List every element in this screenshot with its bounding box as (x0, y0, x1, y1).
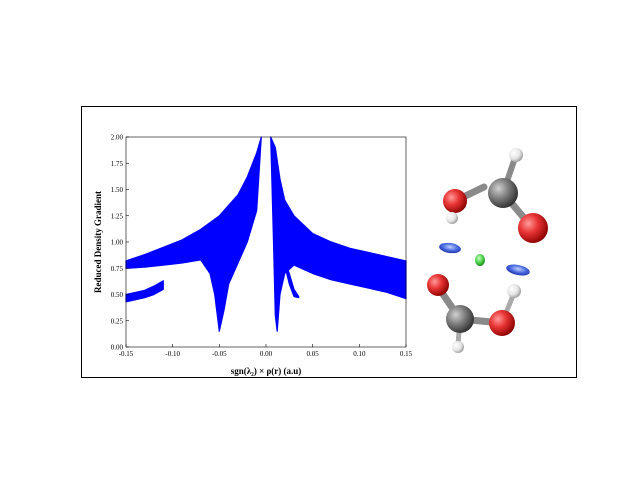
ticks-layer: -0.15 -0.10 -0.05 0.00 0.05 0.10 0.15 0.00 0.25 0… (111, 134, 413, 359)
carbon-atom (488, 178, 518, 208)
x-tick-label: -0.10 (165, 350, 180, 358)
scatter-band-0 (125, 136, 262, 332)
scatter-band-1 (125, 280, 164, 303)
carbon-atom (446, 305, 474, 333)
y-tick-label: 2.00 (111, 134, 124, 142)
hydrogen-atom (509, 148, 523, 162)
y-tick-label: 1.50 (111, 186, 124, 194)
oxygen-atom (427, 274, 449, 296)
y-tick-label: 0.25 (111, 317, 124, 325)
figure-frame: -0.15 -0.10 -0.05 0.00 0.05 0.10 0.15 0.00 0.25 0… (81, 106, 577, 378)
x-axis-label: sgn(λ₂) × ρ(r) (a.u) (231, 366, 302, 376)
hydrogen-atom (507, 284, 521, 298)
oxygen-atom (518, 213, 548, 243)
isosurface-green (475, 254, 485, 266)
y-tick-label: 0.50 (111, 291, 124, 299)
x-tick-label: 0.00 (260, 350, 273, 358)
isosurface-blue (439, 242, 461, 254)
bands-layer (125, 136, 407, 332)
x-tick-label: 0.10 (353, 350, 366, 358)
y-axis-label: Reduced Density Gradient (93, 191, 103, 293)
x-tick-label: 0.15 (400, 350, 413, 358)
y-tick-label: 0.00 (111, 344, 124, 352)
scatter-band-3 (284, 260, 300, 299)
y-tick-label: 0.75 (111, 265, 124, 273)
molecule-illustration (427, 148, 548, 353)
hydrogen-atom (446, 212, 458, 224)
scatter-band-2 (270, 136, 407, 332)
y-tick-label: 1.75 (111, 160, 124, 168)
hydrogen-atom (452, 341, 464, 353)
y-tick-label: 1.25 (111, 212, 124, 220)
oxygen-atom (443, 189, 467, 213)
x-tick-label: -0.05 (212, 350, 227, 358)
isosurface-blue (506, 264, 530, 276)
plot-area-frame (125, 136, 407, 348)
y-tick-label: 1.00 (111, 239, 124, 247)
oxygen-atom (489, 310, 515, 336)
x-tick-label: 0.05 (307, 350, 320, 358)
plot-svg: -0.15 -0.10 -0.05 0.00 0.05 0.10 0.15 0.00 0.25 0… (93, 134, 548, 376)
x-tick-label: -0.15 (119, 350, 134, 358)
